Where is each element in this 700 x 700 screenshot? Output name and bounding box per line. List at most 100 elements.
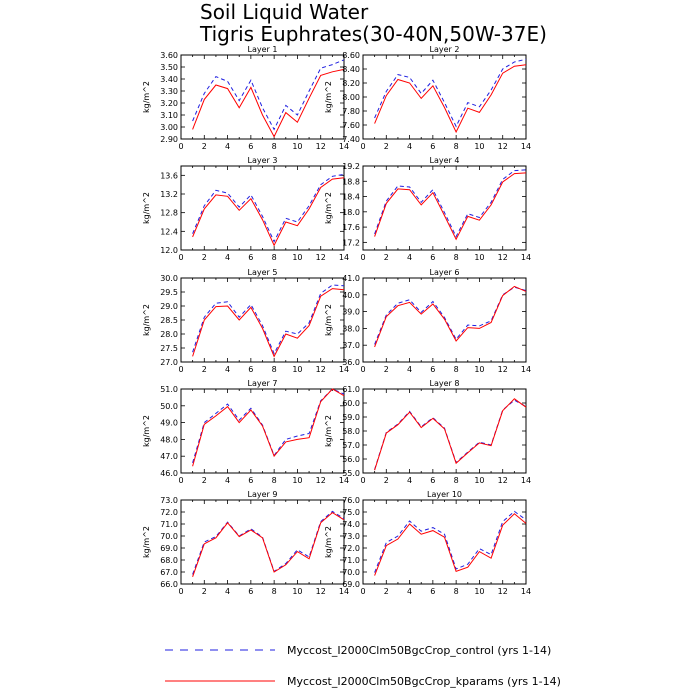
y-axis-label: kg/m^2: [142, 192, 151, 224]
x-tick-label: 8: [454, 365, 459, 374]
y-axis-label: kg/m^2: [324, 526, 333, 558]
y-axis-label: kg/m^2: [142, 81, 151, 113]
x-tick-label: 0: [178, 365, 183, 374]
x-tick-label: 14: [521, 142, 531, 151]
x-tick-label: 12: [498, 142, 508, 151]
y-axis-label: kg/m^2: [324, 192, 333, 224]
x-tick-label: 0: [360, 142, 365, 151]
x-tick-label: 12: [498, 476, 508, 485]
y-axis-label: kg/m^2: [142, 526, 151, 558]
y-tick-label: 37.0: [342, 341, 360, 350]
series-line-kparams: [374, 513, 527, 576]
y-tick-label: 48.0: [160, 435, 178, 444]
y-tick-label: 70.0: [160, 532, 178, 541]
y-tick-label: 58.0: [342, 427, 360, 436]
x-tick-label: 6: [430, 253, 435, 262]
x-tick-label: 2: [384, 253, 389, 262]
y-tick-label: 13.6: [160, 171, 178, 180]
x-tick-label: 8: [454, 253, 459, 262]
y-tick-label: 18.4: [342, 193, 360, 202]
panel-title: Layer 10: [427, 490, 462, 499]
panel-title: Layer 2: [430, 45, 460, 54]
y-tick-label: 57.0: [342, 441, 360, 450]
series-line-kparams: [374, 172, 527, 241]
panel-title: Layer 8: [430, 379, 460, 388]
y-tick-label: 3.40: [160, 75, 178, 84]
x-tick-label: 4: [407, 365, 412, 374]
series-line-kparams: [374, 398, 527, 471]
y-tick-label: 49.0: [160, 419, 178, 428]
y-tick-label: 19.2: [342, 162, 360, 171]
y-tick-label: 69.0: [342, 580, 360, 589]
x-tick-label: 0: [360, 587, 365, 596]
x-tick-label: 4: [407, 587, 412, 596]
x-tick-label: 12: [316, 253, 326, 262]
x-tick-label: 14: [521, 476, 531, 485]
y-tick-label: 61.0: [342, 385, 360, 394]
series-line-kparams: [374, 64, 527, 134]
plot-frame: [180, 388, 345, 474]
y-tick-label: 76.0: [342, 496, 360, 505]
series-line-control: [374, 169, 527, 238]
x-tick-label: 6: [430, 476, 435, 485]
x-tick-label: 14: [339, 142, 349, 151]
x-tick-label: 10: [474, 587, 484, 596]
x-tick-label: 10: [474, 476, 484, 485]
x-tick-label: 8: [272, 365, 277, 374]
series-line-control: [192, 388, 345, 464]
y-tick-label: 47.0: [160, 452, 178, 461]
y-tick-label: 72.0: [160, 508, 178, 517]
x-tick-label: 8: [454, 142, 459, 151]
x-tick-label: 8: [454, 476, 459, 485]
y-tick-label: 46.0: [160, 469, 178, 478]
y-tick-label: 59.0: [342, 413, 360, 422]
series-line-control: [374, 286, 527, 345]
y-tick-label: 29.0: [160, 302, 178, 311]
plot-frame: [180, 277, 345, 363]
x-tick-label: 6: [248, 476, 253, 485]
x-tick-label: 2: [202, 365, 207, 374]
y-tick-label: 3.00: [160, 123, 178, 132]
y-tick-label: 40.0: [342, 291, 360, 300]
y-tick-label: 7.60: [342, 121, 360, 130]
x-tick-label: 0: [178, 253, 183, 262]
series-line-kparams: [192, 288, 345, 358]
panel-title: Layer 3: [248, 156, 278, 165]
y-tick-label: 12.8: [160, 209, 178, 218]
x-tick-label: 12: [316, 476, 326, 485]
x-tick-label: 0: [178, 476, 183, 485]
plot-frame: [362, 165, 527, 251]
y-tick-label: 56.0: [342, 455, 360, 464]
y-tick-label: 8.40: [342, 65, 360, 74]
plot-frame: [362, 388, 527, 474]
panel-layer-1: Layer 1 kg/m^2 0 2 4 6 8 10 12 14 2.90 3.00 3.10 3.20…: [142, 45, 349, 151]
x-tick-label: 6: [248, 365, 253, 374]
x-tick-label: 4: [225, 253, 230, 262]
y-tick-label: 29.5: [160, 288, 178, 297]
y-tick-label: 7.40: [342, 135, 360, 144]
series-line-kparams: [192, 68, 345, 138]
y-tick-label: 72.0: [342, 544, 360, 553]
x-tick-label: 8: [454, 587, 459, 596]
plot-frame: [362, 499, 527, 585]
x-tick-label: 14: [339, 476, 349, 485]
x-tick-label: 12: [316, 587, 326, 596]
y-tick-label: 60.0: [342, 399, 360, 408]
x-tick-label: 8: [272, 142, 277, 151]
panel-title: Layer 4: [430, 156, 460, 165]
panel-layer-6: Layer 6kg/m^20 2 4 6 8 10 12 1436.037.038.039.0…: [324, 268, 531, 374]
x-tick-label: 10: [474, 142, 484, 151]
figure-subtitle: Tigris Euphrates(30-40N,50W-37E): [200, 22, 547, 46]
x-tick-label: 2: [384, 142, 389, 151]
y-tick-label: 51.0: [160, 385, 178, 394]
panel-layer-8: Layer 8kg/m^20 2 4 6 8 10 12 1455.056.057.058.0…: [324, 379, 531, 485]
x-tick-label: 4: [407, 476, 412, 485]
panel-layer-2: Layer 2kg/m^20 2 4 6 8 10 12 147.407.607.808.00…: [324, 45, 531, 151]
x-tick-label: 2: [384, 476, 389, 485]
x-tick-label: 2: [384, 587, 389, 596]
y-tick-label: 55.0: [342, 469, 360, 478]
y-axis-label: kg/m^2: [142, 304, 151, 336]
y-tick-label: 2.90: [160, 135, 178, 144]
